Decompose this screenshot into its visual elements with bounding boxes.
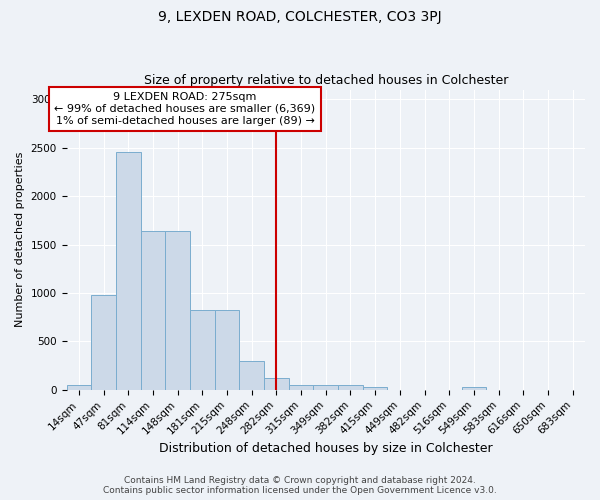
Bar [165, 231, 190, 390]
Bar [91, 295, 116, 390]
Text: Contains HM Land Registry data © Crown copyright and database right 2024.
Contai: Contains HM Land Registry data © Crown c… [103, 476, 497, 495]
Bar [289, 385, 313, 390]
Bar [67, 385, 91, 390]
Text: 9, LEXDEN ROAD, COLCHESTER, CO3 3PJ: 9, LEXDEN ROAD, COLCHESTER, CO3 3PJ [158, 10, 442, 24]
Bar [461, 387, 486, 390]
Bar [363, 387, 388, 390]
Bar [140, 231, 165, 390]
Y-axis label: Number of detached properties: Number of detached properties [15, 152, 25, 328]
Title: Size of property relative to detached houses in Colchester: Size of property relative to detached ho… [143, 74, 508, 87]
Bar [190, 310, 215, 390]
Text: 9 LEXDEN ROAD: 275sqm
← 99% of detached houses are smaller (6,369)
1% of semi-de: 9 LEXDEN ROAD: 275sqm ← 99% of detached … [55, 92, 316, 126]
Bar [215, 310, 239, 390]
Bar [239, 361, 264, 390]
X-axis label: Distribution of detached houses by size in Colchester: Distribution of detached houses by size … [159, 442, 493, 455]
Bar [313, 385, 338, 390]
Bar [264, 378, 289, 390]
Bar [116, 152, 140, 390]
Bar [338, 385, 363, 390]
